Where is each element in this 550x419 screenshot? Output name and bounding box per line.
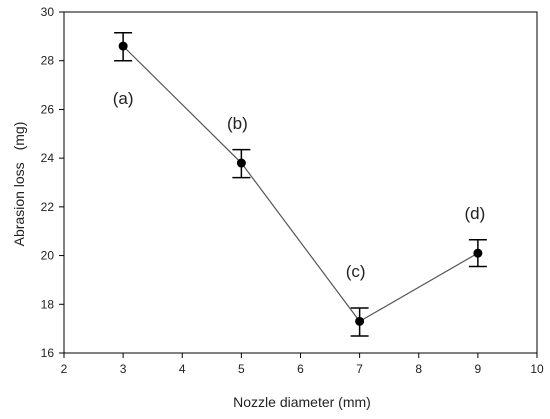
y-tick-label: 20 <box>41 249 55 263</box>
point-annotation: (c) <box>346 262 366 281</box>
data-point <box>355 316 365 326</box>
x-tick-label: 3 <box>120 362 127 376</box>
point-annotation: (b) <box>227 114 248 133</box>
x-tick-label: 9 <box>475 362 482 376</box>
x-tick-label: 2 <box>61 362 68 376</box>
x-axis-label: Nozzle diameter (mm) <box>233 394 371 410</box>
y-axis-label-text: Abrasion loss <box>11 162 27 246</box>
y-axis-label-unit: (mg) <box>11 122 27 151</box>
y-tick-label: 24 <box>41 151 55 165</box>
x-tick-label: 10 <box>530 362 544 376</box>
data-point <box>473 248 483 258</box>
x-tick-label: 7 <box>356 362 363 376</box>
x-tick-label: 6 <box>297 362 304 376</box>
x-tick-label: 5 <box>238 362 245 376</box>
data-point <box>236 158 246 168</box>
y-axis-label: Abrasion loss (mg) <box>11 122 27 247</box>
axes: 2 3 4 5 6 7 8 9 10 16 18 20 22 24 26 28 30 <box>41 5 544 376</box>
y-tick-label: 22 <box>41 200 55 214</box>
data-point <box>118 41 128 51</box>
y-tick-label: 26 <box>41 102 55 116</box>
y-tick-label: 30 <box>41 5 55 19</box>
x-tick-label: 4 <box>179 362 186 376</box>
y-tick-label: 28 <box>41 54 55 68</box>
y-tick-label: 16 <box>41 346 55 360</box>
point-annotation: (a) <box>113 89 134 108</box>
y-tick-label: 18 <box>41 297 55 311</box>
point-annotation: (d) <box>464 204 485 223</box>
annotations: (a) (b) (c) (d) <box>113 89 486 281</box>
plot-frame <box>63 11 538 354</box>
x-tick-label: 8 <box>415 362 422 376</box>
series <box>114 31 487 337</box>
series-line <box>122 45 479 323</box>
